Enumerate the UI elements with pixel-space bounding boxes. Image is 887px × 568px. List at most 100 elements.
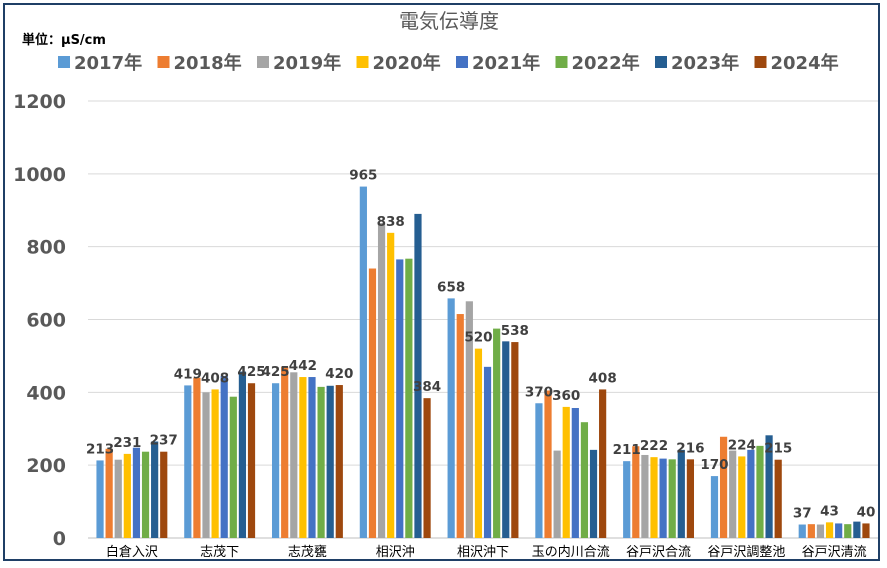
data-label-12: 658 [437,279,465,295]
bar-7-5 [756,445,764,538]
bar-7-1 [719,436,728,538]
bar-2-6 [326,385,334,538]
bar-1-2 [202,392,210,538]
category-label-0: 白倉入沢 [106,544,158,560]
bar-6-6 [677,449,685,538]
gridlines [88,100,878,539]
legend-swatch-0 [58,56,70,68]
category-label-2: 志茂甕 [288,544,327,560]
bar-3-3 [387,232,395,538]
bar-1-7 [247,383,256,538]
bar-3-5 [405,258,413,538]
bar-6-2 [641,454,649,538]
legend-swatch-4 [456,56,468,68]
bar-6-5 [668,459,676,538]
category-label-1: 志茂下 [200,545,239,560]
bar-6-3 [650,457,658,538]
bar-8-0 [798,524,806,538]
data-label-0: 213 [86,441,114,457]
bar-1-0 [184,385,192,538]
bar-8-1 [807,524,815,538]
bar-6-0 [623,461,631,538]
bar-1-3 [211,389,219,538]
data-label-26: 40 [857,504,876,520]
bar-3-2 [377,222,386,538]
bar-4-2 [465,301,473,538]
bar-3-0 [359,186,367,538]
data-label-22: 224 [728,437,756,453]
bar-7-3 [738,456,746,538]
data-label-10: 838 [377,214,405,230]
legend-swatch-1 [157,56,170,68]
bars [96,186,870,538]
category-label-4: 相沢沖下 [457,545,509,560]
data-label-16: 360 [552,388,580,404]
bar-0-6 [151,441,159,538]
bar-4-3 [474,348,483,538]
bar-1-1 [193,377,201,538]
bar-0-7 [160,451,168,538]
data-label-14: 538 [501,323,529,339]
bar-0-3 [123,453,131,538]
bar-5-1 [544,390,552,538]
bar-0-5 [141,451,150,538]
bar-0-1 [105,448,113,538]
bar-7-0 [710,476,719,538]
bar-1-6 [238,371,247,538]
legend-swatch-2 [257,56,269,68]
data-label-7: 442 [289,358,317,374]
bar-8-7 [862,523,870,538]
y-tick-label-6: 1200 [13,91,66,113]
bar-4-1 [456,314,464,538]
category-label-5: 玉の内川合流 [532,544,610,560]
bar-5-6 [589,449,598,538]
y-axis: 0 200 400 600 800 1000 1200 [13,91,66,550]
x-axis: 白倉入沢 志茂下 志茂甕 相沢沖 相沢沖下 玉の内川合流 谷戸沢合流 谷戸沢調整池 谷戸沢清流 [106,544,867,560]
data-label-24: 37 [793,506,812,522]
bar-2-5 [317,386,325,538]
bar-2-7 [335,385,343,538]
bar-2-0 [271,383,280,538]
bar-8-4 [835,523,843,538]
data-label-13: 520 [464,330,492,346]
data-label-2: 237 [150,433,178,449]
bar-0-4 [132,447,141,538]
bar-8-3 [825,522,834,538]
bar-0-0 [96,460,104,538]
data-label-6: 425 [262,364,290,380]
bar-5-4 [571,407,579,538]
bar-5-7 [599,389,607,538]
category-label-6: 谷戸沢合流 [626,545,691,560]
chart-title: 電気伝導度 [399,9,499,33]
data-label-21: 170 [700,457,728,473]
legend-swatch-7 [754,56,767,68]
bar-2-2 [290,372,298,538]
bar-5-0 [535,403,543,538]
data-label-3: 419 [174,366,202,382]
bar-7-4 [747,449,755,538]
bar-8-5 [844,524,852,538]
legend-label-6: 2023年 [671,52,739,74]
y-tick-label-3: 600 [26,310,66,332]
y-tick-label-2: 400 [26,382,66,404]
bar-5-5 [580,422,589,538]
data-label-17: 408 [589,370,617,386]
bar-2-3 [299,377,307,538]
bar-7-7 [774,459,782,538]
bar-8-2 [816,524,825,538]
legend-label-3: 2020年 [373,52,441,74]
legend-label-5: 2022年 [572,52,640,74]
legend-swatch-5 [555,56,568,68]
legend-label-4: 2021年 [472,52,540,74]
data-label-5: 425 [237,364,265,380]
y-tick-label-4: 800 [26,237,66,259]
bar-6-4 [659,458,667,538]
data-label-23: 215 [764,441,792,457]
bar-3-1 [368,268,377,538]
bar-5-2 [553,450,561,538]
legend: 2017年 2018年 2019年 2020年 2021年 2022年 2023年 2024年 [58,52,839,74]
bar-4-6 [502,341,510,538]
bar-8-6 [853,521,861,538]
bar-4-0 [447,298,455,538]
